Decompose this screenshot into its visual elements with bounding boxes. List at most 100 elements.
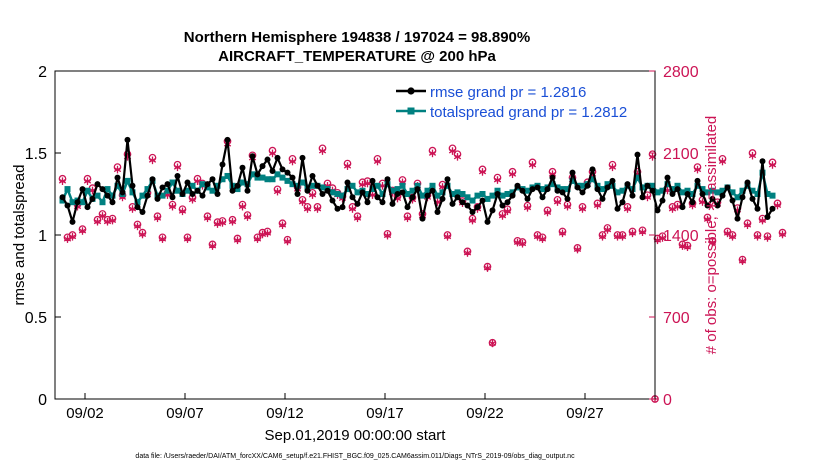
totalspread-point (344, 186, 351, 193)
rmse-point (144, 192, 151, 199)
totalspread-point (219, 176, 226, 183)
obs-assimilated-point (258, 230, 267, 239)
totalspread-point (634, 174, 641, 181)
totalspread-point (289, 181, 296, 188)
totalspread-point (714, 189, 721, 196)
rmse-point (379, 199, 386, 206)
rmse-point (464, 202, 471, 209)
y-axis-right-label: # of obs: o=possible; ∗=assimilated (703, 116, 720, 355)
rmse-point (64, 202, 71, 209)
totalspread-point (704, 189, 711, 196)
rmse-point (314, 182, 321, 189)
totalspread-point (454, 189, 461, 196)
chart-title-line2: AIRCRAFT_TEMPERATURE @ 200 hPa (218, 48, 496, 65)
totalspread-point (234, 186, 241, 193)
totalspread-point (239, 179, 246, 186)
rmse-point (219, 161, 226, 168)
series-lines (59, 136, 776, 225)
rmse-point (644, 182, 651, 189)
rmse-point (209, 176, 216, 183)
y-right-tick-label: 1400 (663, 228, 699, 245)
rmse-point (349, 194, 356, 201)
totalspread-point (679, 189, 686, 196)
rmse-point (479, 197, 486, 204)
rmse-point (399, 189, 406, 196)
rmse-point (184, 179, 191, 186)
rmse-point (79, 186, 86, 193)
rmse-point (389, 200, 396, 207)
rmse-point (174, 172, 181, 179)
totalspread-point (389, 187, 396, 194)
rmse-point (354, 200, 361, 207)
rmse-point (149, 176, 156, 183)
totalspread-point (549, 181, 556, 188)
obs-assimilated-point (158, 235, 167, 243)
rmse-point (329, 197, 336, 204)
legend-box (392, 80, 650, 124)
totalspread-point (394, 186, 401, 193)
rmse-point (374, 194, 381, 201)
obs-assimilated-point (443, 233, 452, 241)
obs-assimilated-point (738, 257, 747, 265)
totalspread-point (224, 172, 231, 179)
obs-assimilated-point (763, 234, 772, 242)
obs-assimilated-point (263, 229, 272, 238)
totalspread-point (79, 199, 86, 206)
y-tick-label: 1.5 (25, 146, 47, 163)
totalspread-point (639, 184, 646, 191)
obs-assimilated-point (183, 235, 192, 243)
obs-assimilated-point (573, 245, 582, 254)
rmse-point (124, 136, 131, 143)
obs-assimilated-point (428, 149, 437, 158)
rmse-point (69, 218, 76, 225)
rmse-point (269, 168, 276, 175)
y-tick-label: 1 (38, 228, 47, 245)
rmse-point (369, 177, 376, 184)
totalspread-point (409, 187, 416, 194)
obs-assimilated-point (563, 202, 572, 211)
totalspread-point (509, 189, 516, 196)
rmse-point (614, 205, 621, 212)
totalspread-point (559, 186, 566, 193)
obs-assimilated-point (103, 217, 112, 226)
rmse-point (734, 215, 741, 222)
obs-assimilated-point (643, 193, 652, 202)
y-right-tick-label: 700 (663, 310, 690, 327)
obs-assimilated-point (348, 205, 357, 213)
totalspread-point (674, 182, 681, 189)
rmse-point (444, 176, 451, 183)
totalspread-point (699, 186, 706, 193)
rmse-point (524, 195, 531, 202)
obs-assimilated-point (83, 177, 92, 185)
rmse-point (334, 205, 341, 212)
obs-assimilated-point (113, 165, 122, 174)
totalspread-point (664, 181, 671, 188)
rmse-point (279, 166, 286, 173)
rmse-point (409, 194, 416, 201)
rmse-point (239, 164, 246, 171)
x-axis-label: Sep.01,2019 00:00:00 start (265, 427, 447, 444)
obs-assimilated-point (448, 147, 457, 155)
obs-assimilated-point (618, 233, 627, 241)
rmse-point (199, 192, 206, 199)
obs-assimilated-point (218, 219, 227, 227)
totalspread-point (579, 182, 586, 189)
rmse-point (664, 174, 671, 181)
obs-assimilated-point (283, 237, 292, 246)
totalspread-point (469, 197, 476, 204)
totalspread-point (94, 192, 101, 199)
rmse-point (749, 195, 756, 202)
rmse-point (204, 181, 211, 188)
rmse-point (159, 184, 166, 191)
obs-assimilated-point (98, 212, 107, 220)
obs-assimilated-point (693, 165, 702, 174)
obs-assimilated-point (208, 242, 217, 250)
rmse-point (154, 195, 161, 202)
rmse-point (424, 192, 431, 199)
data-file-footer: data file: /Users/raeder/DAI/ATM_forcXX/… (135, 453, 575, 460)
x-tick-label: 09/17 (366, 405, 404, 422)
totalspread-point (404, 191, 411, 197)
y-axis-right: 0 700 1400 2100 2800 (649, 64, 699, 409)
rmse-point (294, 191, 301, 197)
totalspread-point (264, 176, 271, 183)
